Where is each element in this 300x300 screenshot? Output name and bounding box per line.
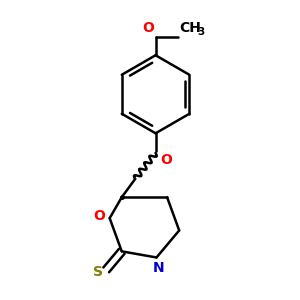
Text: 3: 3 [197, 27, 204, 38]
Text: O: O [160, 153, 172, 167]
Text: O: O [93, 209, 105, 223]
Text: N: N [152, 261, 164, 275]
Text: S: S [93, 265, 103, 279]
Text: O: O [142, 21, 154, 35]
Text: CH: CH [179, 21, 201, 35]
